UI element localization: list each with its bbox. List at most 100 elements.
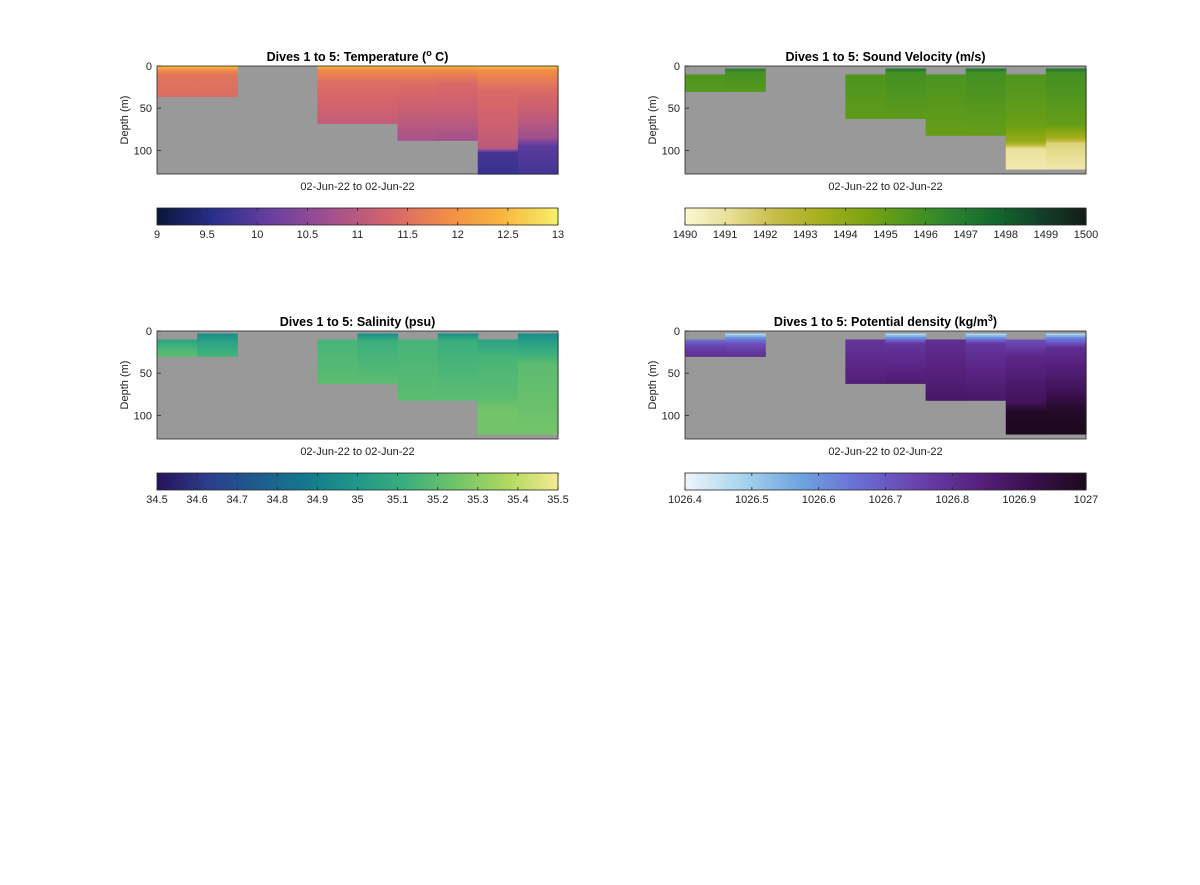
- colorbar-segment: [417, 208, 421, 225]
- heatmap-cell: [517, 370, 559, 373]
- colorbar-segment: [951, 208, 955, 225]
- colorbar-segment: [339, 473, 343, 490]
- heatmap-cell: [517, 417, 559, 421]
- colorbar-segment: [227, 473, 230, 490]
- colorbar-segment: [1083, 473, 1087, 490]
- heatmap-cell: [1045, 98, 1087, 102]
- colorbar-segment: [1073, 473, 1077, 490]
- heatmap-cell: [517, 389, 559, 392]
- colorbar-segment: [917, 208, 921, 225]
- heatmap-cell: [517, 111, 559, 114]
- heatmap-cell: [965, 97, 1007, 100]
- heatmap-cell: [885, 92, 927, 95]
- heatmap-cell: [845, 103, 887, 106]
- heatmap-cell: [517, 368, 559, 372]
- heatmap-cell: [357, 106, 399, 109]
- heatmap-cell: [845, 116, 887, 119]
- colorbar-segment: [823, 208, 826, 225]
- heatmap-cell: [397, 114, 439, 118]
- heatmap-cell: [437, 343, 479, 346]
- heatmap-cell: [157, 87, 198, 91]
- colorbar-segment: [227, 208, 230, 225]
- colorbar-segment: [321, 208, 325, 225]
- colorbar-segment: [173, 473, 176, 490]
- colorbar-segment: [863, 473, 867, 490]
- heatmap-cell: [925, 86, 967, 89]
- heatmap-cell: [517, 135, 559, 138]
- heatmap-cell: [885, 352, 927, 355]
- heatmap-cell: [397, 358, 439, 361]
- heatmap-cell: [1045, 350, 1087, 353]
- heatmap-cell: [357, 120, 399, 123]
- colorbar-segment: [959, 208, 963, 225]
- colorbar-segment: [733, 473, 736, 490]
- heatmap-cell: [965, 350, 1007, 353]
- colorbar-segment: [997, 208, 1001, 225]
- panel-sound_velocity: Dives 1 to 5: Sound Velocity (m/s)050100…: [647, 50, 1098, 241]
- heatmap-cell: [397, 98, 439, 101]
- colorbar-segment: [1069, 208, 1073, 225]
- heatmap-cell: [1045, 159, 1087, 162]
- colorbar-segment: [805, 208, 808, 225]
- heatmap-cell: [1045, 117, 1087, 120]
- colorbar-segment: [453, 208, 457, 225]
- heatmap-cell: [1005, 351, 1047, 354]
- heatmap-cell: [477, 417, 519, 420]
- heatmap-cell: [725, 336, 766, 340]
- heatmap-cell: [157, 344, 198, 347]
- colorbar-segment: [935, 473, 939, 490]
- heatmap-cell: [357, 374, 399, 377]
- chart-title: Dives 1 to 5: Salinity (psu): [280, 315, 436, 329]
- heatmap-cell: [437, 370, 479, 373]
- colorbar-segment: [895, 208, 899, 225]
- heatmap-cell: [1005, 403, 1047, 406]
- y-tick-label: 50: [140, 103, 152, 115]
- heatmap-cell: [197, 333, 238, 336]
- colorbar-segment: [291, 473, 294, 490]
- heatmap-cell: [1045, 115, 1087, 119]
- y-tick-label: 0: [674, 326, 680, 338]
- heatmap-cell: [397, 346, 439, 349]
- colorbar-segment: [299, 208, 302, 225]
- heatmap-cell: [317, 349, 359, 352]
- heatmap-cell: [965, 73, 1007, 76]
- heatmap-cell: [317, 361, 359, 364]
- y-tick-label: 50: [668, 368, 680, 380]
- colorbar-segment: [715, 473, 718, 490]
- colorbar-segment: [311, 208, 314, 225]
- heatmap-cell: [477, 430, 519, 433]
- heatmap-cell: [1045, 353, 1087, 357]
- heatmap-cell: [1005, 376, 1047, 379]
- heatmap-cell: [1045, 375, 1087, 379]
- heatmap-cell: [397, 131, 439, 135]
- heatmap-cell: [437, 72, 479, 76]
- chart-title-suffix: ): [993, 315, 997, 329]
- heatmap-cell: [197, 347, 238, 350]
- heatmap-cell: [517, 133, 559, 136]
- colorbar-segment: [729, 473, 732, 490]
- heatmap-cell: [1045, 139, 1087, 142]
- colorbar-segment: [799, 473, 802, 490]
- colorbar-segment: [499, 473, 503, 490]
- colorbar-segment: [779, 473, 782, 490]
- colorbar-tick-label: 11.5: [397, 229, 418, 241]
- heatmap-cell: [925, 378, 967, 381]
- heatmap-cell: [1005, 76, 1047, 79]
- heatmap-cell: [1005, 150, 1047, 153]
- colorbar-segment: [1003, 208, 1007, 225]
- heatmap-cell: [437, 353, 479, 357]
- heatmap-cell: [397, 374, 439, 378]
- heatmap-cell: [1005, 77, 1047, 81]
- heatmap-cell: [437, 106, 479, 109]
- heatmap-cell: [1045, 409, 1087, 412]
- heatmap-cell: [517, 390, 559, 394]
- heatmap-cell: [357, 81, 399, 84]
- colorbar-segment: [829, 473, 832, 490]
- colorbar-segment: [877, 208, 881, 225]
- heatmap-cell: [1045, 341, 1087, 345]
- colorbar-segment: [795, 208, 798, 225]
- colorbar-segment: [245, 208, 248, 225]
- colorbar-segment: [451, 208, 455, 225]
- colorbar-segment: [369, 208, 373, 225]
- colorbar-segment: [475, 208, 479, 225]
